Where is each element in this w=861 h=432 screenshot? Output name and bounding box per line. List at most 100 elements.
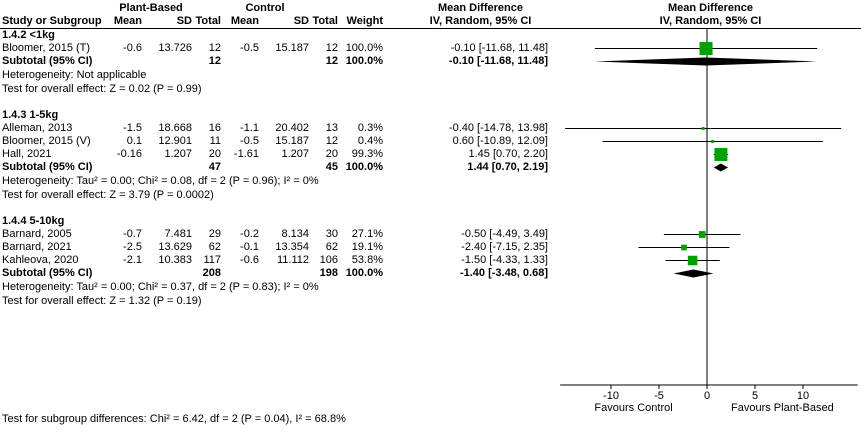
study-row: Bloomer, 2015 (V) 0.1 12.901 11 -0.5 15.187 12… <box>0 135 861 148</box>
study-row-t1: 11 <box>209 135 221 147</box>
subtotal-row-sd1 <box>142 161 192 174</box>
axis-tick-label: -5 <box>654 390 664 402</box>
subgroup-label-sd2 <box>259 109 309 122</box>
table-header: Plant-Based Control Mean Difference Mean… <box>0 0 861 29</box>
subgroup-label-m1 <box>110 109 142 122</box>
study-row-m2: -0.2 <box>240 228 259 240</box>
header-spacer <box>338 2 383 15</box>
subtotal-row-m1 <box>110 267 142 280</box>
subgroup-label-sd1 <box>142 215 192 228</box>
study-row-w: 0.3% <box>357 122 383 134</box>
subgroup-label-plot-space <box>560 29 861 42</box>
favours-right-label: Favours Plant-Based <box>731 402 834 414</box>
study-row-t1: 12 <box>208 42 221 54</box>
subtotal-row-m1 <box>110 161 142 174</box>
header-spacer <box>309 2 338 15</box>
header-mean-difference-text: Mean Difference <box>438 2 523 14</box>
axis-tick-label: 0 <box>704 390 710 402</box>
subtotal-row-plot-space <box>560 267 861 280</box>
subtotal-row-t1: 12 <box>208 55 221 67</box>
study-row: Kahleova, 2020 -2.1 10.383 117 -0.6 11.112 106… <box>0 254 861 267</box>
header-group-control: Control <box>245 2 285 14</box>
study-row-m1: -1.5 <box>123 122 142 134</box>
study-row: Barnard, 2005 -0.7 7.481 29 -0.2 8.134 30 27.1%… <box>0 228 861 241</box>
study-row-sd2: 11.112 <box>276 254 309 266</box>
subtotal-row-plot-space <box>560 161 861 174</box>
col-total-control: Total <box>312 15 338 27</box>
col-total-plant: Total <box>195 15 221 27</box>
spacer-row <box>0 96 861 109</box>
study-row: Barnard, 2021 -2.5 13.629 62 -0.1 13.354 62 19.… <box>0 241 861 254</box>
subtotal-row-ci: -1.40 [-3.48, 0.68] <box>459 267 548 279</box>
study-row-m2: -0.5 <box>240 135 259 147</box>
heterogeneity-note-text: Heterogeneity: Not applicable <box>2 69 147 81</box>
subtotal-row-ci: 1.44 [0.70, 2.19] <box>467 161 548 173</box>
subgroup-label-t1 <box>192 109 221 122</box>
study-row-sd1: 7.481 <box>164 228 192 240</box>
heterogeneity-note-text: Heterogeneity: Tau² = 0.00; Chi² = 0.37,… <box>2 281 319 293</box>
study-row: Alleman, 2013 -1.5 18.668 16 -1.1 20.402 13 0.3… <box>0 122 861 135</box>
col-sd-plant: SD <box>176 15 192 27</box>
study-row-ci: -0.50 [-4.49, 3.49] <box>461 228 548 240</box>
subgroup-differences-note: Test for subgroup differences: Chi² = 6.… <box>2 413 346 425</box>
subtotal-row-m2 <box>221 55 259 68</box>
study-row-sd1: 12.901 <box>158 135 192 147</box>
subgroup-label-sd1 <box>142 29 192 42</box>
overall-effect-note: Test for overall effect: Z = 3.79 (P = 0… <box>0 188 861 202</box>
study-row-study: Barnard, 2021 <box>2 241 72 253</box>
subtotal-row-plot-space <box>560 55 861 68</box>
subgroup-label-t2 <box>309 109 338 122</box>
subtotal-row: Subtotal (95% CI) 208 198 100.0% -1.40 [-3.4… <box>0 267 861 280</box>
subgroup-label-t1 <box>192 29 221 42</box>
spacer-row <box>0 202 861 215</box>
header-spacer <box>192 2 221 15</box>
subgroup-label-sd2 <box>259 215 309 228</box>
axis-tick-label: 10 <box>797 390 809 402</box>
subgroup-label-m2 <box>221 109 259 122</box>
study-row-sd1: 18.668 <box>158 122 192 134</box>
subtotal-row-t1: 47 <box>208 161 221 173</box>
study-row-ci: -0.40 [-14.78, 13.98] <box>448 122 548 134</box>
subtotal-row: Subtotal (95% CI) 47 45 100.0% 1.44 [0.70, 2… <box>0 161 861 174</box>
study-row-sd1: 13.726 <box>158 42 192 54</box>
study-row-w: 53.8% <box>351 254 383 266</box>
col-sd-control: SD <box>293 15 309 27</box>
overall-effect-note-text: Test for overall effect: Z = 0.02 (P = 0… <box>2 83 202 95</box>
subtotal-row-t2: 198 <box>319 267 338 279</box>
subgroup-label-m1 <box>110 29 142 42</box>
study-row-plot-space <box>560 148 861 161</box>
study-row-t2: 12 <box>325 42 338 54</box>
axis-tick-label: 5 <box>752 390 758 402</box>
study-row-plot-space <box>560 228 861 241</box>
heterogeneity-note: Heterogeneity: Tau² = 0.00; Chi² = 0.08,… <box>0 174 861 188</box>
study-row-m2: -0.5 <box>240 42 259 54</box>
study-row-m1: 0.1 <box>126 135 142 147</box>
study-row: Hall, 2021 -0.16 1.207 20 -1.61 1.207 20 99.3% 1… <box>0 148 861 161</box>
study-row-t1: 29 <box>208 228 221 240</box>
subgroup-label-m1 <box>110 215 142 228</box>
study-row-m1: -0.16 <box>116 148 142 160</box>
study-row-m1: -2.1 <box>123 254 142 266</box>
subgroup-label-ci <box>383 109 560 122</box>
study-row-sd2: 1.207 <box>281 148 309 160</box>
study-row-m1: -0.6 <box>123 42 142 54</box>
study-row-study: Kahleova, 2020 <box>2 254 79 266</box>
study-row-m2: -1.61 <box>233 148 259 160</box>
subgroup-label-sd2 <box>259 29 309 42</box>
subtotal-row-m1 <box>110 55 142 68</box>
subtotal-row-sd2 <box>259 267 309 280</box>
study-row-w: 19.1% <box>351 241 383 253</box>
subgroup-label-study: 1.4.2 <1kg <box>2 29 55 41</box>
subgroup-label-w <box>338 29 383 42</box>
overall-effect-note-text: Test for overall effect: Z = 3.79 (P = 0… <box>2 189 214 201</box>
study-row-t2: 62 <box>325 241 338 253</box>
study-row-w: 99.3% <box>351 148 383 160</box>
subtotal-row-w: 100.0% <box>345 161 383 173</box>
subgroup-label-study: 1.4.3 1-5kg <box>2 109 59 121</box>
subtotal-row: Subtotal (95% CI) 12 12 100.0% -0.10 [-11.68… <box>0 55 861 68</box>
study-row-t1: 20 <box>208 148 221 160</box>
subgroup-label: 1.4.3 1-5kg <box>0 109 861 122</box>
subgroup-label-w <box>338 109 383 122</box>
subtotal-row-sd2 <box>259 161 309 174</box>
col-study-or-subgroup: Study or Subgroup <box>2 15 102 27</box>
